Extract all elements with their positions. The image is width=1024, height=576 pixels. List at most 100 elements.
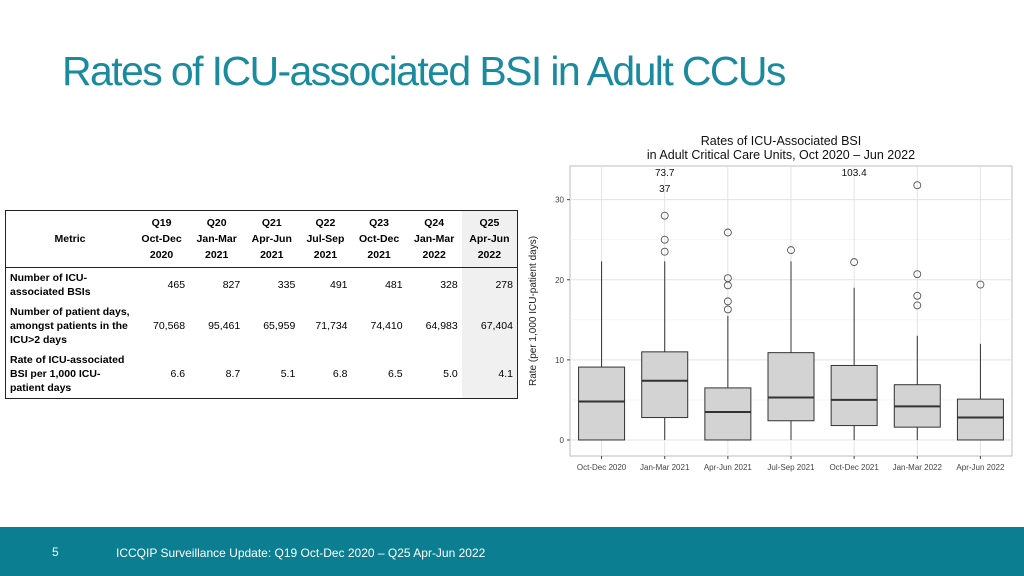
quarter-code: Q22 [315,217,336,229]
quarter-code: Q25 [479,217,500,229]
table-cell: 5.1 [280,368,296,380]
table-cell: 328 [440,279,458,291]
outlier-point [660,211,669,220]
off-scale-annotation: 103.4 [842,168,867,179]
quarter-months: Oct-Dec [358,233,400,245]
outlier-point [723,305,732,314]
outlier-point [976,280,985,289]
outlier-point [723,228,732,237]
table-row: Rate of ICU-associated BSI per 1,000 ICU… [6,350,518,399]
outlier-point [913,181,922,190]
metric-header: Metric [5,210,134,268]
page-number: 5 [52,545,59,559]
quarter-header: Q20 Jan-Mar 2021 [189,210,245,268]
quarter-code: Q24 [424,217,445,229]
quarter-header: Q22 Jul-Sep 2021 [299,210,352,268]
quarter-header: Q21 Apr-Jun 2021 [244,210,300,268]
footer-text: ICCQIP Surveillance Update: Q19 Oct-Dec … [116,546,486,560]
quarter-months: Apr-Jun [469,233,510,245]
quarter-code: Q19 [151,217,172,229]
outlier-point [660,247,669,256]
table-cell: 827 [222,279,241,291]
quarter-year: 2022 [477,249,502,261]
row-label: Number of ICU-associated BSIs [10,272,91,298]
quarter-year: 2021 [260,249,284,261]
outlier-point [787,246,795,255]
table-row: Number of ICU-associated BSIs 465 827 33… [6,267,518,302]
x-tick-label: Apr-Jun 2022 [956,463,1005,472]
table-cell: 278 [461,267,518,302]
x-tick-label: Jan-Mar 2022 [893,463,943,472]
quarter-header: Q19 Oct-Dec 2020 [134,210,190,268]
quarter-months: Jan-Mar [196,233,237,245]
outlier-point [850,258,859,267]
quarter-year: 2022 [422,249,446,261]
x-tick-label: Oct-Dec 2020 [577,463,627,472]
table-header-row: Metric Q19 Oct-Dec 2020 Q20 Jan-Mar 2021 Q21… [5,210,518,268]
outlier-point [913,301,922,310]
table-cell: 335 [277,279,296,291]
table-cell: 6.8 [332,368,348,380]
quarter-code: Q23 [369,217,389,229]
box-iqr [830,364,878,427]
chart-subtitle: in Adult Critical Care Units, Oct 2020 –… [647,148,915,162]
footer-bar: 5 ICCQIP Surveillance Update: Q19 Oct-De… [0,527,1024,576]
table-cell: 6.6 [170,368,186,380]
table-cell: 67,404 [461,302,518,350]
quarter-months: Jul-Sep [306,233,345,245]
quarter-header: Q24 Jan-Mar 2022 [406,210,462,268]
table-cell: 95,461 [208,320,241,332]
table-cell: 465 [167,279,186,291]
quarter-year: 2020 [149,249,174,261]
y-axis-label: Rate (per 1,000 ICU-patient days) [528,236,539,386]
outlier-point [660,235,669,244]
quarter-year: 2021 [367,249,391,261]
x-tick-label: Jan-Mar 2021 [640,463,690,472]
table-cell: 70,568 [152,320,186,332]
outlier-point [913,270,922,279]
quarter-header-current: Q25 Apr-Jun 2022 [461,210,518,268]
table-cell: 64,983 [425,320,458,332]
row-label: Rate of ICU-associated BSI per 1,000 ICU… [10,354,125,394]
off-scale-annotation: 73.7 [655,168,675,179]
outlier-point [723,274,732,283]
table-cell: 65,959 [263,320,296,332]
off-scale-annotation: 37 [659,184,671,195]
quarter-months: Jan-Mar [414,233,455,245]
outlier-point [723,297,732,306]
quarter-code: Q20 [206,217,227,229]
box-iqr [704,387,752,441]
quarter-months: Apr-Jun [251,233,292,245]
x-tick-label: Jul-Sep 2021 [767,463,815,472]
x-tick-label: Apr-Jun 2021 [704,463,753,472]
table-cell: 8.7 [225,368,241,380]
quarter-year: 2021 [204,249,229,261]
table-cell: 6.5 [388,368,403,380]
row-label: Number of patient days, amongst patients… [10,306,130,346]
table-cell: 5.0 [443,368,458,380]
quarter-header: Q23 Oct-Dec 2021 [351,210,407,268]
table-cell: 481 [385,279,403,291]
y-tick-label: 20 [555,276,564,285]
box-iqr [956,398,1004,441]
table-cell: 491 [329,279,348,291]
y-tick-label: 10 [555,356,564,365]
table-cell: 74,410 [370,320,403,332]
y-tick-label: 30 [555,196,564,205]
box-iqr [578,366,626,441]
outlier-point [913,291,922,300]
box-iqr [767,352,815,422]
box-iqr [641,351,689,419]
quarter-year: 2021 [313,249,338,261]
chart-title: Rates of ICU-Associated BSI [701,134,861,148]
x-tick-label: Oct-Dec 2021 [829,463,879,472]
table-cell: 71,734 [315,320,348,332]
quarter-code: Q21 [261,217,282,229]
table-cell: 4.1 [461,350,518,399]
table-row: Number of patient days, amongst patients… [6,302,518,350]
metrics-table: Metric Q19 Oct-Dec 2020 Q20 Jan-Mar 2021 Q21… [5,210,518,399]
y-tick-label: 0 [560,436,565,445]
quarter-months: Oct-Dec [141,233,182,245]
slide-title: Rates of ICU-associated BSI in Adult CCU… [62,48,786,94]
